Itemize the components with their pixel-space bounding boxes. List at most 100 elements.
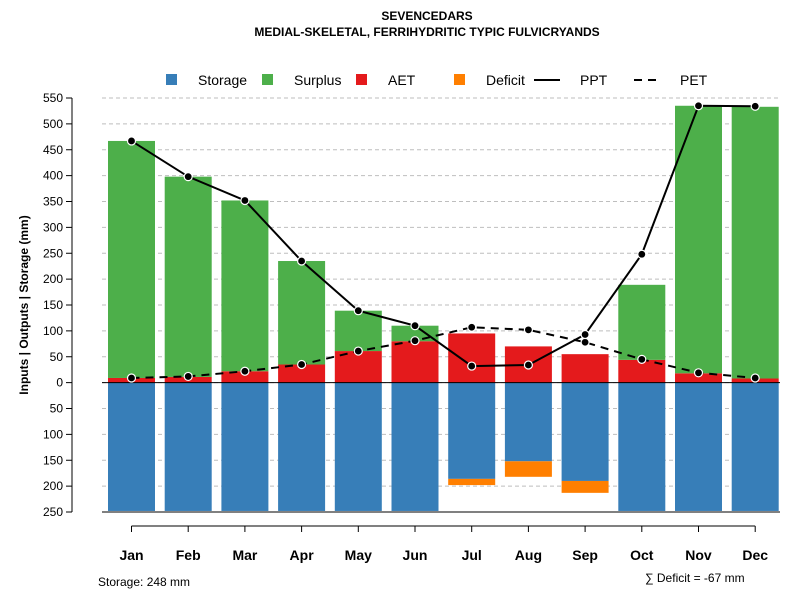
x-tick-label: Dec [742,547,768,563]
pet-point [523,325,534,335]
y-tick-label: 250 [43,246,63,260]
pet-point [637,354,647,364]
y-tick-label: 450 [43,143,63,157]
y-axis-label: Inputs | Outputs | Storage (mm) [17,215,31,394]
pet-line [131,326,756,379]
y-tick-label: 500 [43,117,63,131]
legend-swatch-surplus [262,74,273,85]
bars [102,105,780,513]
lines [126,101,760,383]
pet-point [467,322,477,332]
x-tick-label: Jun [403,547,428,563]
legend: Storage Surplus AET Deficit PPT PET [166,72,708,88]
x-tick-label: May [345,547,372,563]
storage-bar [561,382,609,481]
surplus-bar [278,261,326,365]
y-tick-label: 150 [43,298,63,312]
y-tick-label: 100 [43,427,63,441]
legend-swatch-aet [356,74,367,85]
legend-label-aet: AET [388,72,416,88]
deficit-bar [561,480,609,493]
legend-swatch-deficit [454,74,465,85]
pet-point [183,371,193,382]
storage-bar [278,382,326,511]
pet-point [126,373,137,383]
ppt-point [750,101,760,111]
y-tick-label: 400 [43,169,63,183]
storage-bar [675,382,722,511]
surplus-bar [164,176,212,377]
aet-bar [675,373,722,383]
storage-bar [448,382,496,479]
x-tick-label: Mar [232,547,257,563]
pet-point [750,373,760,383]
pet-point [353,346,363,356]
surplus-bar [221,200,269,372]
pet-point [240,366,250,376]
y-tick-label: 50 [50,402,64,416]
pet-point [693,368,704,378]
ppt-point [183,172,193,182]
y-tick-label: 350 [43,195,63,209]
y-tick-label: 50 [50,350,64,364]
x-tick-label: Feb [176,547,201,563]
ppt-point [467,361,477,371]
surplus-bar [618,284,666,360]
aet-bar [561,354,609,383]
aet-bar [334,351,382,383]
surplus-bar [675,105,722,374]
y-tick-label: 550 [43,91,63,105]
storage-note: Storage: 248 mm [98,575,190,589]
surplus-bar [108,140,155,378]
x-tick-label: Apr [290,547,315,563]
y-tick-label: 300 [43,220,63,234]
deficit-note: ∑ Deficit = -67 mm [645,571,745,585]
storage-bar [391,382,439,511]
legend-label-surplus: Surplus [294,72,341,88]
pet-point [297,359,307,370]
storage-bar [334,382,382,511]
x-tick-label: Sep [572,547,598,563]
storage-bar [731,382,779,511]
y-tick-label: 150 [43,453,63,467]
storage-bar [504,382,552,462]
y-tick-label: 100 [43,324,63,338]
legend-label-pet: PET [680,72,708,88]
legend-label-storage: Storage [198,72,247,88]
pet-point [580,337,590,347]
chart-subtitle: MEDIAL-SKELETAL, FERRIHYDRITIC TYPIC FUL… [254,25,599,39]
deficit-bar [448,478,496,486]
ppt-point [297,256,307,266]
x-tick-label: Jan [119,547,143,563]
y-axis: 5505004504003503002502001501005005010015… [43,91,73,519]
legend-label-deficit: Deficit [486,72,525,88]
ppt-point [637,249,647,259]
x-tick-label: Nov [685,547,712,563]
x-axis: Jan Feb Mar Apr May Jun Jul Aug Sep Oct Nov Dec [119,525,768,563]
ppt-point [523,360,534,370]
legend-label-ppt: PPT [580,72,608,88]
legend-swatch-storage [166,74,177,85]
deficit-bar [504,461,552,477]
aet-bar [278,364,326,383]
pet-point [410,336,420,346]
y-tick-label: 0 [56,376,63,390]
y-tick-label: 200 [43,479,63,493]
storage-bar [221,382,269,511]
aet-bar [391,341,439,383]
storage-bar [618,382,666,511]
aet-bar [448,333,496,383]
ppt-point [353,306,363,316]
ppt-point [126,136,137,146]
ppt-line [130,104,756,368]
aet-bar [618,359,666,383]
ppt-point [693,101,704,111]
ppt-point [240,195,250,206]
surplus-bar [334,310,382,352]
x-tick-label: Aug [515,547,542,563]
x-tick-label: Jul [462,547,482,563]
y-tick-label: 200 [43,272,63,286]
y-tick-label: 250 [43,505,63,519]
chart-title: SEVENCEDARS [381,9,472,23]
